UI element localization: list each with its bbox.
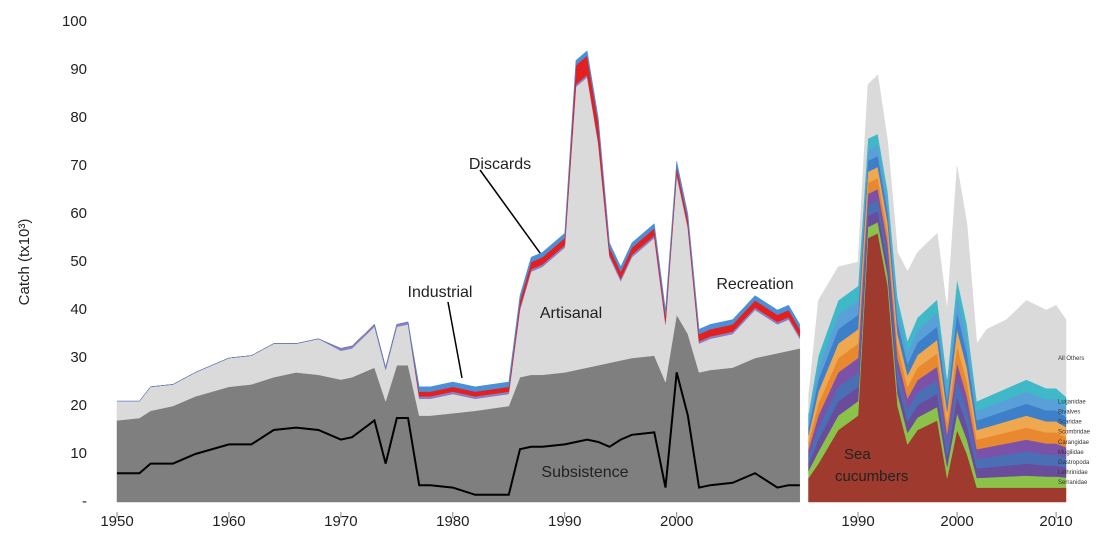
x-tick-label: 1990 <box>841 513 874 530</box>
y-tick-label: 30 <box>70 349 87 366</box>
pointer <box>479 169 549 265</box>
y-tick-label: 40 <box>70 301 87 318</box>
legend-label: All Others <box>1058 356 1084 362</box>
annotation: Recreation <box>716 276 793 293</box>
pointer <box>447 301 463 379</box>
annotation: Discards <box>469 156 531 173</box>
legend-label: Lutjanidae <box>1058 399 1086 405</box>
y-tick-label: - <box>82 493 87 510</box>
x-tick-label: 1970 <box>324 513 357 530</box>
series-label-line: Sea <box>844 446 871 463</box>
legend-label: Scaridae <box>1058 420 1082 426</box>
annotation: Industrial <box>408 284 473 301</box>
area <box>117 50 801 402</box>
y-tick-label: 20 <box>70 397 87 414</box>
legend-label: Carangidae <box>1058 440 1090 446</box>
annotation: Artisanal <box>540 305 602 322</box>
annotation: Subsistence <box>541 464 628 481</box>
x-tick-label: 2000 <box>660 513 693 530</box>
y-tick-label: 50 <box>70 253 87 270</box>
x-tick-label: 1990 <box>548 513 581 530</box>
legend-label: Lethrinidae <box>1058 470 1088 476</box>
legend-label: Bivalves <box>1058 410 1080 416</box>
y-axis-label: Catch (tx10³) <box>16 219 33 306</box>
y-tick-label: 70 <box>70 157 87 174</box>
y-tick-label: 90 <box>70 61 87 78</box>
x-tick-label: 2000 <box>940 513 973 530</box>
series-label: Sea cucumbers <box>835 446 908 485</box>
x-tick-label: 2010 <box>1039 513 1072 530</box>
y-tick-label: 60 <box>70 205 87 222</box>
y-tick-label: 100 <box>62 13 87 30</box>
line <box>117 372 800 496</box>
x-tick-label: 1950 <box>100 513 133 530</box>
legend-label: Gastropoda <box>1058 460 1090 466</box>
y-tick-label: 80 <box>70 109 87 126</box>
area <box>808 74 1067 414</box>
legend-label: Serranidae <box>1058 480 1088 486</box>
series-label-line: cucumbers <box>835 468 908 485</box>
x-tick-label: 1980 <box>436 513 469 530</box>
legend-label: Scombridae <box>1058 430 1091 436</box>
x-tick-label: 1960 <box>212 513 245 530</box>
legend-label: Mugilidae <box>1058 450 1084 456</box>
y-tick-label: 10 <box>70 445 87 462</box>
